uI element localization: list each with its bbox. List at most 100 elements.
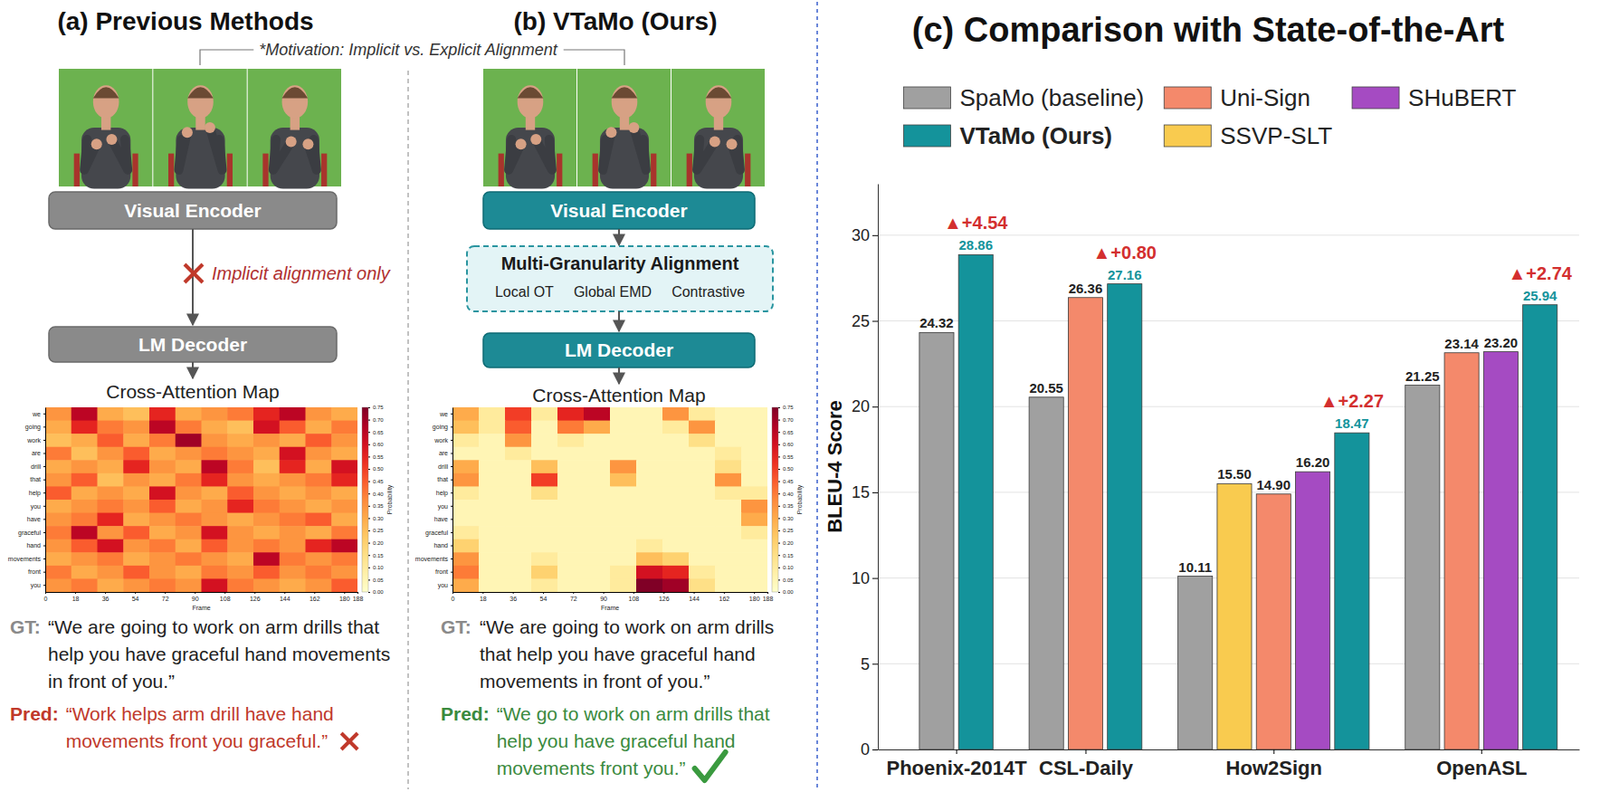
heatmap-cell (662, 513, 690, 527)
heatmap-cell (123, 485, 150, 500)
arrow (618, 311, 620, 332)
caption-line: “We are going to work on arm drills that (47, 616, 385, 638)
wrong-mark (184, 264, 203, 283)
caption-line: in front of you.” (47, 670, 175, 692)
heatmap-cell (478, 420, 506, 435)
heatmap-cell (175, 433, 202, 448)
tick: 0.00 (778, 589, 794, 595)
tick: front (28, 568, 46, 575)
arm (633, 127, 647, 171)
heatmap-cell (331, 447, 358, 461)
tick: 108 (628, 591, 640, 602)
heatmap-cell (504, 485, 533, 500)
tick-mark (43, 439, 46, 441)
tick-label: drill (438, 463, 448, 470)
encoder-box (483, 191, 755, 229)
tick-mark (43, 413, 46, 415)
tick-label: are (31, 449, 41, 457)
tick: 162 (719, 591, 731, 602)
tick: 0.25 (368, 527, 384, 534)
heatmap-cell (583, 539, 611, 553)
heatmap-cell (123, 473, 150, 487)
tick-label: CSL-Daily (1038, 756, 1134, 780)
tick-label: 126 (658, 595, 670, 602)
tick-mark (43, 584, 46, 586)
tick: 30 (851, 226, 878, 245)
heatmap-cell (452, 499, 480, 514)
tick-mark (603, 591, 605, 594)
heatmap-cell (452, 485, 480, 500)
tick-label: 25 (851, 312, 870, 331)
tick-label: 188 (762, 595, 774, 602)
tick-mark (368, 591, 371, 593)
arrow (618, 228, 620, 246)
tick: 0.30 (778, 515, 794, 522)
heatmap-cell (331, 433, 358, 448)
tick-mark (482, 591, 484, 594)
arm (209, 127, 223, 171)
heatmap-cell (305, 473, 333, 487)
heatmap-cell (504, 420, 533, 435)
tick-label: 0.05 (782, 577, 794, 583)
heatmap-cell (741, 459, 768, 474)
heatmap-cell (149, 539, 176, 553)
tick: 72 (570, 591, 578, 602)
tick-label: 162 (309, 595, 321, 602)
tick: 5 (860, 655, 878, 674)
tick-mark (872, 663, 878, 665)
legend-item: SpaMo (baseline) (903, 84, 1144, 112)
heatmap-cell (227, 433, 254, 448)
tick-label: 0.60 (782, 441, 794, 448)
tick-mark (513, 591, 515, 594)
pred-label: Pred: (9, 703, 59, 724)
bar (958, 254, 993, 750)
tick-label: 30 (851, 226, 870, 245)
tick: 0.60 (368, 441, 384, 448)
heatmap-cell (478, 407, 506, 421)
tick: 90 (600, 591, 608, 602)
bar (919, 332, 954, 750)
caption-line: that help you have graceful hand (479, 643, 762, 665)
tick-label: 18 (72, 595, 80, 602)
heatmap-cell (531, 433, 559, 448)
tick-mark (778, 554, 781, 556)
tick-label: 0.40 (372, 491, 384, 497)
bar (1107, 284, 1143, 750)
heatmap-cell (714, 473, 743, 487)
tick: 162 (309, 591, 321, 602)
heatmap-cell (662, 420, 690, 435)
heatmap-cell (45, 539, 72, 553)
hand (530, 133, 542, 145)
heatmap-cell (583, 459, 611, 474)
heatmap-cell (714, 420, 743, 435)
heatmap-cell (331, 459, 358, 474)
caption-line: movements in front of you.” (479, 670, 710, 692)
gt-label: GT: (440, 616, 472, 638)
heatmap-cell (305, 447, 333, 461)
bracket (563, 49, 625, 66)
hand (709, 136, 721, 148)
hair (93, 86, 120, 98)
caption-text: “We are going to work on arm drills that… (479, 616, 780, 692)
heatmap-cell (636, 459, 664, 474)
legend-label: SHuBERT (1408, 84, 1517, 112)
motivation-text: *Motivation: Implicit vs. Explicit Align… (258, 40, 558, 59)
heatmap-cell (227, 552, 254, 566)
chair (686, 153, 693, 187)
caption-line: help you have graceful hand (496, 730, 742, 752)
heatmap-cell (452, 578, 480, 592)
axis-title: Frame (191, 604, 210, 611)
data-label: 26.36 (1068, 280, 1104, 296)
tick-label: you (30, 503, 41, 511)
heatmap-cell (688, 473, 716, 487)
heatmap-cell (636, 485, 664, 500)
heatmap-cell (636, 552, 664, 566)
tick-label: that (437, 476, 448, 483)
heatmap-cell (253, 513, 280, 527)
heatmap-cell (97, 565, 124, 580)
tick-mark (357, 591, 359, 594)
heatmap-cell (71, 485, 98, 500)
heatmap-cell (305, 485, 333, 500)
legend-item: Uni-Sign (1163, 84, 1311, 112)
tick-mark (723, 591, 725, 594)
